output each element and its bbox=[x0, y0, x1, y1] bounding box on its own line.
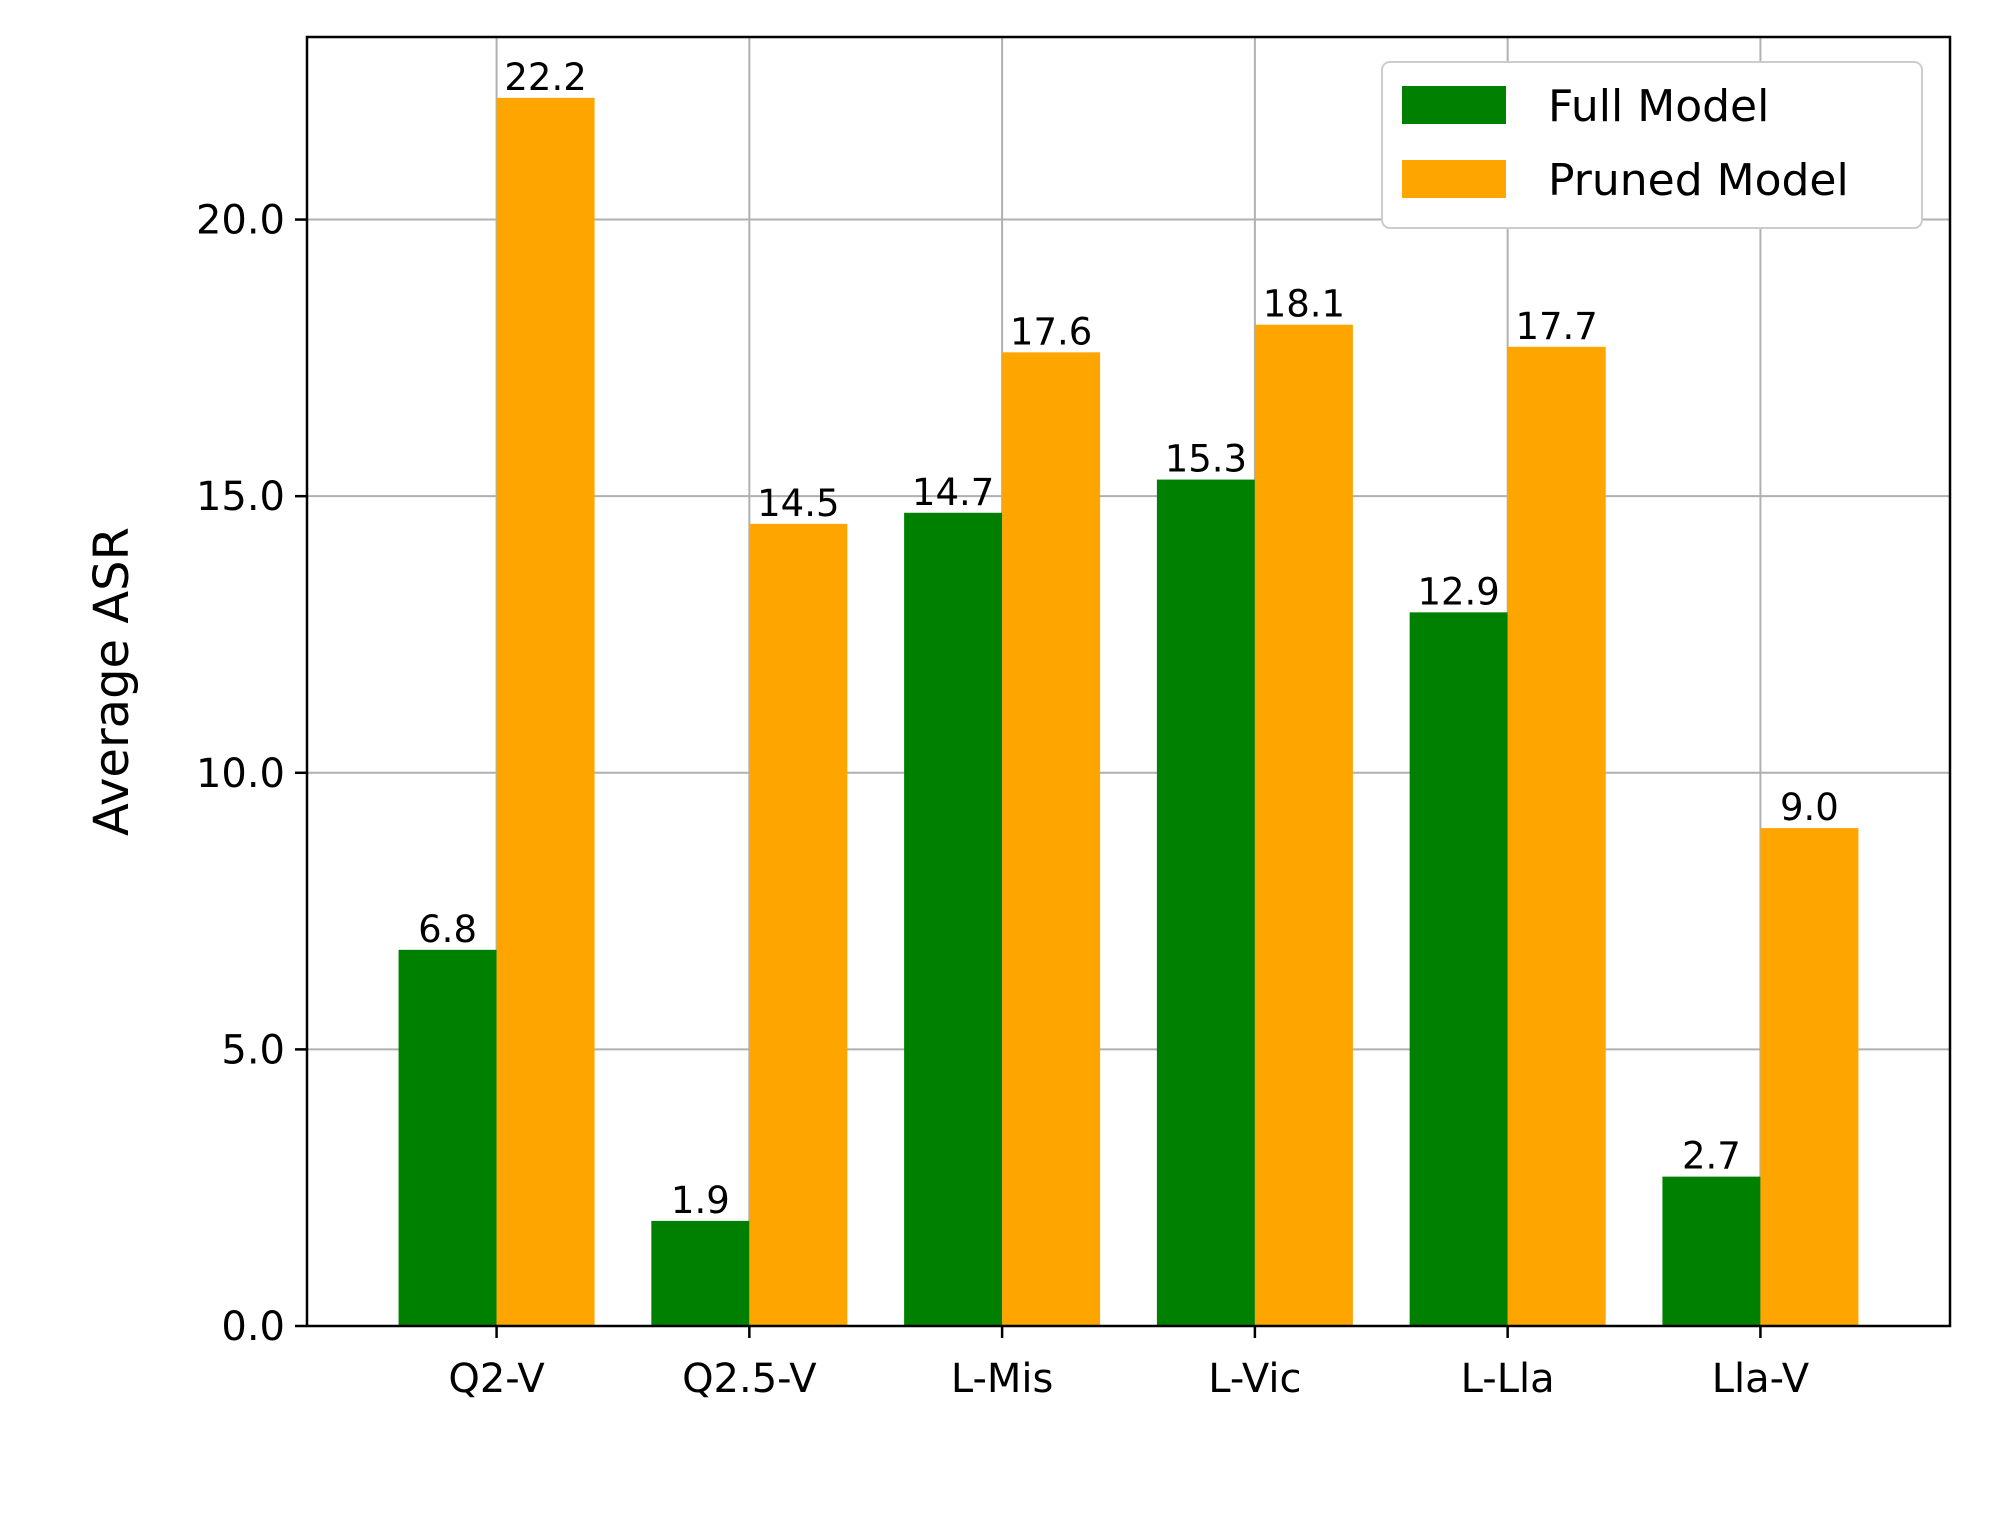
y-axis-ticks: 0.0 5.0 10.0 15.0 20.0 bbox=[196, 198, 307, 1350]
x-tick-label: L-Vic bbox=[1208, 1356, 1301, 1402]
x-tick-label: L-Mis bbox=[951, 1356, 1053, 1402]
bars bbox=[398, 97, 1859, 1327]
bar-full-1 bbox=[651, 1220, 750, 1326]
data-label: 15.3 bbox=[1165, 438, 1247, 481]
data-label: 17.6 bbox=[1010, 310, 1092, 353]
data-label: 14.7 bbox=[912, 471, 994, 514]
bar-pruned-0 bbox=[496, 97, 595, 1326]
y-tick-label: 0.0 bbox=[221, 1304, 285, 1350]
bar-full-0 bbox=[398, 949, 497, 1326]
data-label: 2.7 bbox=[1682, 1135, 1741, 1178]
data-label: 18.1 bbox=[1263, 283, 1345, 326]
legend-label: Pruned Model bbox=[1548, 155, 1849, 206]
data-label: 12.9 bbox=[1417, 570, 1499, 613]
data-label: 9.0 bbox=[1780, 786, 1839, 829]
bar-pruned-4 bbox=[1507, 346, 1606, 1326]
data-label: 1.9 bbox=[671, 1179, 730, 1222]
data-label: 17.7 bbox=[1515, 305, 1597, 348]
y-tick-label: 10.0 bbox=[196, 751, 285, 797]
data-label: 14.5 bbox=[757, 482, 839, 525]
data-label: 6.8 bbox=[418, 908, 477, 951]
x-tick-label: L-Lla bbox=[1461, 1356, 1555, 1402]
x-tick-label: Q2.5-V bbox=[682, 1356, 817, 1402]
bar-pruned-1 bbox=[749, 523, 848, 1326]
legend: Full Model Pruned Model bbox=[1381, 61, 1923, 229]
y-axis-title: Average ASR bbox=[84, 527, 140, 836]
bar-pruned-3 bbox=[1254, 324, 1353, 1326]
legend-swatch-pruned bbox=[1402, 160, 1506, 198]
x-tick-label: Lla-V bbox=[1712, 1356, 1810, 1402]
legend-swatch-full bbox=[1402, 86, 1506, 124]
bar-full-5 bbox=[1662, 1176, 1761, 1326]
bar-full-4 bbox=[1409, 612, 1508, 1326]
plot-frame bbox=[305, 35, 1952, 1328]
x-axis-ticks: Q2-V Q2.5-V L-Mis L-Vic L-Lla Lla-V bbox=[448, 1326, 1810, 1402]
y-tick-label: 5.0 bbox=[221, 1027, 285, 1073]
legend-box bbox=[1381, 61, 1923, 229]
bar-pruned-5 bbox=[1760, 828, 1859, 1326]
data-labels: 6.8 1.9 14.7 15.3 12.9 2.7 22.2 14.5 17.6 18.1 17.… bbox=[418, 56, 1839, 1222]
bar-full-2 bbox=[904, 512, 1003, 1326]
bar-full-3 bbox=[1156, 479, 1255, 1327]
data-label: 22.2 bbox=[504, 56, 586, 99]
y-tick-label: 15.0 bbox=[196, 474, 285, 520]
legend-label: Full Model bbox=[1548, 81, 1769, 132]
y-tick-label: 20.0 bbox=[196, 198, 285, 244]
bar-pruned-2 bbox=[1002, 352, 1101, 1326]
x-tick-label: Q2-V bbox=[448, 1356, 545, 1402]
